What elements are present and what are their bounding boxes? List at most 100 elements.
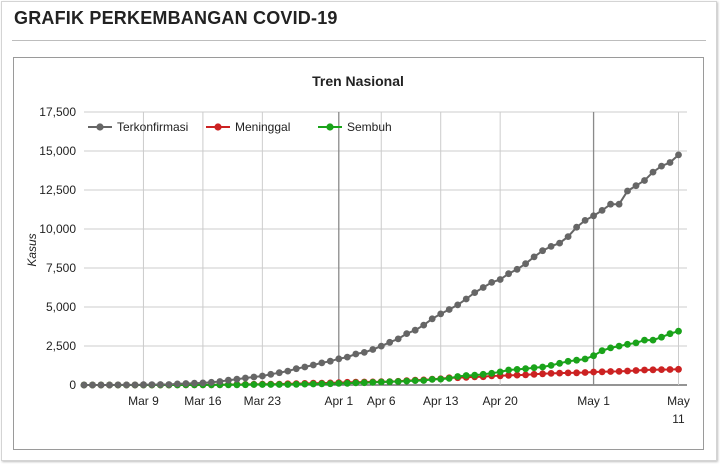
data-point-terkonfirmasi[interactable] [89, 381, 96, 389]
data-point-sembuh[interactable] [386, 378, 394, 386]
data-point-terkonfirmasi[interactable] [615, 200, 623, 208]
data-point-terkonfirmasi[interactable] [598, 207, 606, 214]
data-point-terkonfirmasi[interactable] [445, 306, 453, 313]
data-point-sembuh[interactable] [641, 336, 648, 344]
data-point-terkonfirmasi[interactable] [97, 381, 105, 389]
data-point-terkonfirmasi[interactable] [157, 381, 164, 388]
data-point-terkonfirmasi[interactable] [123, 381, 130, 389]
data-point-terkonfirmasi[interactable] [641, 177, 648, 184]
data-point-meninggal[interactable] [641, 366, 648, 374]
data-point-terkonfirmasi[interactable] [301, 363, 309, 371]
data-point-terkonfirmasi[interactable] [564, 233, 572, 241]
data-point-terkonfirmasi[interactable] [292, 365, 300, 373]
data-point-sembuh[interactable] [377, 378, 385, 386]
legend-item-terkonfirmasi[interactable]: Terkonfirmasi [88, 120, 188, 134]
data-point-terkonfirmasi[interactable] [581, 217, 589, 224]
data-point-terkonfirmasi[interactable] [539, 247, 546, 255]
data-point-sembuh[interactable] [573, 356, 580, 364]
data-point-terkonfirmasi[interactable] [360, 349, 368, 356]
data-point-meninggal[interactable] [539, 370, 546, 378]
data-point-terkonfirmasi[interactable] [242, 374, 249, 382]
data-point-sembuh[interactable] [352, 379, 360, 387]
data-point-terkonfirmasi[interactable] [394, 335, 402, 343]
data-point-sembuh[interactable] [394, 378, 402, 385]
data-point-terkonfirmasi[interactable] [216, 378, 224, 385]
data-point-sembuh[interactable] [428, 376, 436, 383]
data-point-sembuh[interactable] [632, 339, 640, 347]
data-point-sembuh[interactable] [454, 373, 462, 380]
data-point-terkonfirmasi[interactable] [165, 381, 173, 388]
data-point-sembuh[interactable] [615, 342, 623, 350]
data-point-sembuh[interactable] [335, 380, 343, 387]
data-point-sembuh[interactable] [445, 375, 453, 382]
data-point-terkonfirmasi[interactable] [208, 378, 215, 386]
data-point-meninggal[interactable] [564, 369, 572, 377]
data-point-sembuh[interactable] [666, 330, 674, 338]
data-point-terkonfirmasi[interactable] [148, 381, 156, 388]
data-point-sembuh[interactable] [343, 379, 351, 387]
data-point-meninggal[interactable] [590, 368, 597, 376]
data-point-terkonfirmasi[interactable] [496, 276, 504, 283]
data-point-meninggal[interactable] [513, 371, 521, 379]
data-point-terkonfirmasi[interactable] [607, 200, 614, 208]
legend[interactable]: Terkonfirmasi Meninggal Sembuh [88, 120, 392, 134]
data-point-terkonfirmasi[interactable] [488, 279, 496, 286]
data-point-terkonfirmasi[interactable] [259, 372, 266, 380]
data-point-terkonfirmasi[interactable] [624, 187, 631, 195]
data-point-terkonfirmasi[interactable] [233, 375, 241, 383]
data-point-terkonfirmasi[interactable] [377, 342, 385, 350]
data-point-sembuh[interactable] [242, 381, 249, 389]
data-point-terkonfirmasi[interactable] [106, 381, 113, 389]
data-point-terkonfirmasi[interactable] [275, 369, 283, 377]
data-point-terkonfirmasi[interactable] [386, 338, 394, 346]
data-point-meninggal[interactable] [666, 366, 674, 373]
data-point-sembuh[interactable] [522, 365, 529, 373]
data-point-sembuh[interactable] [513, 366, 521, 373]
data-point-sembuh[interactable] [471, 371, 479, 379]
data-point-terkonfirmasi[interactable] [658, 162, 665, 170]
data-point-sembuh[interactable] [250, 381, 258, 388]
data-point-terkonfirmasi[interactable] [454, 301, 462, 309]
legend-item-meninggal[interactable]: Meninggal [206, 120, 290, 134]
data-point-terkonfirmasi[interactable] [547, 243, 555, 250]
data-point-sembuh[interactable] [301, 380, 309, 388]
data-point-sembuh[interactable] [233, 381, 241, 389]
data-point-sembuh[interactable] [658, 333, 665, 341]
data-point-sembuh[interactable] [581, 355, 589, 363]
data-point-terkonfirmasi[interactable] [131, 381, 139, 389]
data-point-terkonfirmasi[interactable] [284, 367, 292, 375]
data-point-sembuh[interactable] [267, 381, 275, 388]
data-point-meninggal[interactable] [649, 366, 657, 374]
data-point-meninggal[interactable] [598, 368, 606, 376]
data-point-sembuh[interactable] [505, 366, 512, 374]
data-point-terkonfirmasi[interactable] [411, 326, 419, 334]
data-point-sembuh[interactable] [284, 381, 292, 388]
data-point-sembuh[interactable] [564, 357, 572, 365]
data-point-sembuh[interactable] [607, 344, 614, 352]
data-point-terkonfirmasi[interactable] [513, 265, 521, 273]
data-point-sembuh[interactable] [496, 368, 504, 376]
legend-item-sembuh[interactable]: Sembuh [318, 120, 392, 134]
data-point-terkonfirmasi[interactable] [369, 346, 377, 353]
data-point-terkonfirmasi[interactable] [556, 239, 563, 247]
data-point-sembuh[interactable] [259, 381, 266, 388]
data-point-sembuh[interactable] [624, 340, 631, 348]
data-point-sembuh[interactable] [411, 377, 419, 384]
data-point-meninggal[interactable] [615, 368, 623, 375]
data-point-terkonfirmasi[interactable] [573, 223, 580, 231]
data-point-terkonfirmasi[interactable] [250, 373, 258, 381]
data-point-sembuh[interactable] [462, 372, 470, 379]
data-point-sembuh[interactable] [403, 377, 411, 385]
data-point-sembuh[interactable] [590, 352, 597, 360]
data-point-meninggal[interactable] [658, 366, 665, 373]
data-point-terkonfirmasi[interactable] [462, 295, 470, 303]
data-point-sembuh[interactable] [309, 380, 317, 388]
data-point-terkonfirmasi[interactable] [318, 359, 326, 367]
data-point-meninggal[interactable] [581, 369, 589, 376]
data-point-meninggal[interactable] [675, 365, 682, 373]
data-point-terkonfirmasi[interactable] [191, 379, 198, 387]
data-point-sembuh[interactable] [649, 336, 657, 344]
data-point-terkonfirmasi[interactable] [267, 370, 275, 378]
data-point-sembuh[interactable] [275, 381, 283, 388]
data-point-sembuh[interactable] [530, 364, 538, 372]
